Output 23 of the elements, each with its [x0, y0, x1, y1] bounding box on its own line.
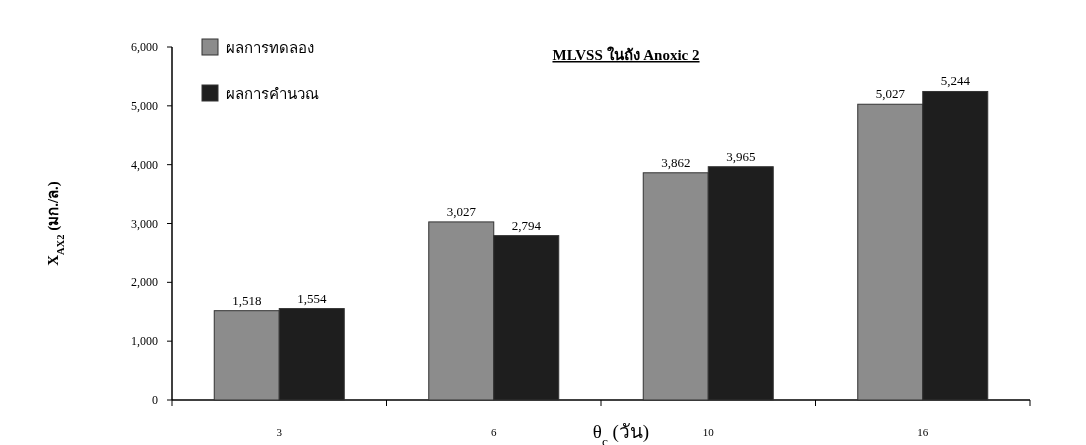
x-axis-title: θ$_{c}$ (วัน) — [592, 421, 650, 445]
y-tick-label: 2,000 — [131, 275, 158, 290]
data-label: 5,244 — [940, 73, 971, 89]
data-label: 1,518 — [232, 292, 262, 308]
legend-label: ผลการคำนวณ — [226, 85, 319, 102]
x-tick-label: 3 — [276, 426, 283, 438]
data-label: 2,794 — [511, 217, 542, 233]
data-label: 3,965 — [726, 148, 756, 164]
x-tick-label: 10 — [702, 426, 715, 438]
data-label: 3,027 — [446, 203, 477, 219]
legend-label: ผลการทดลอง — [226, 39, 314, 56]
data-label: 1,554 — [297, 290, 327, 306]
y-tick-label: 4,000 — [131, 157, 158, 172]
y-tick-label: 5,000 — [131, 98, 158, 113]
data-label: 3,862 — [661, 154, 691, 170]
y-tick-label: 3,000 — [131, 216, 158, 231]
y-tick-label: 6,000 — [131, 40, 158, 54]
y-tick-label: 1,000 — [131, 334, 158, 349]
chart-title: MLVSS ในถัง Anoxic 2 — [552, 46, 700, 63]
x-tick-label: 16 — [917, 426, 929, 438]
y-tick-label: 0 — [152, 393, 158, 407]
data-label: 5,027 — [875, 86, 906, 102]
x-tick-label: 6 — [491, 426, 497, 438]
